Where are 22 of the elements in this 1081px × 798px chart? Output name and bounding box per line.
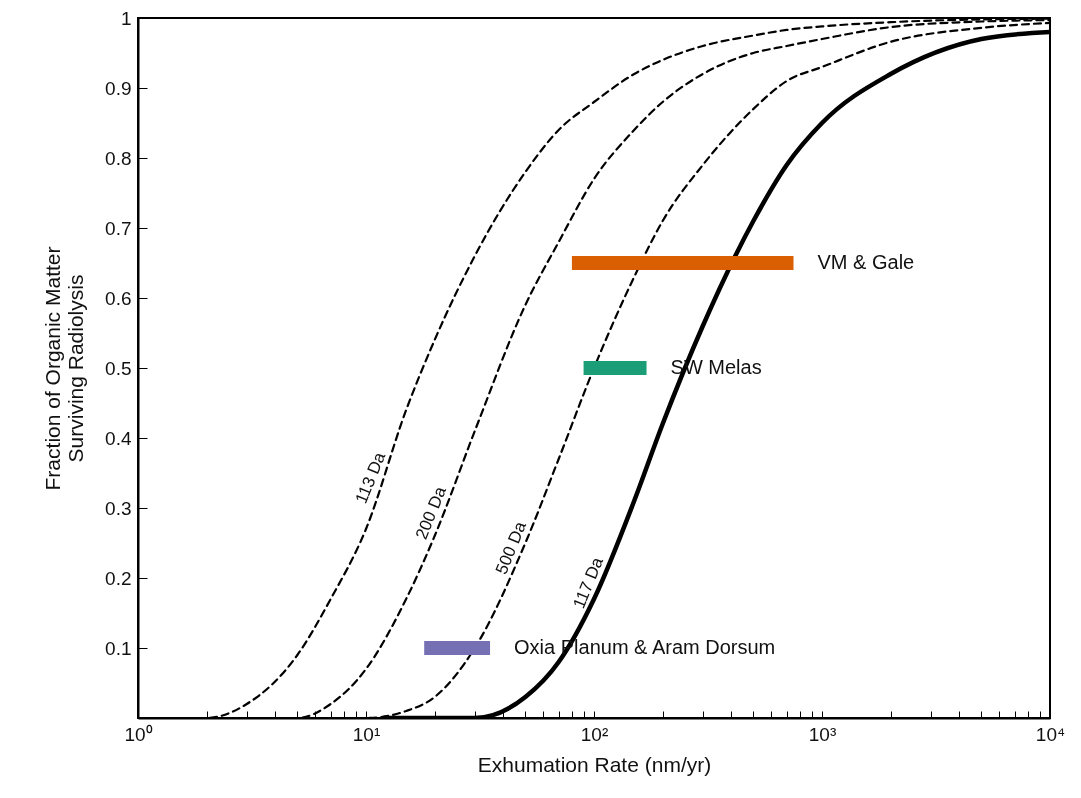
y-tick-label: 0.2 — [105, 567, 132, 589]
y-tick-label: 0.7 — [105, 217, 132, 239]
y-tick-label: 0.4 — [105, 427, 132, 449]
text: 113 Da — [351, 449, 390, 507]
x-tick-label: 10³ — [808, 723, 837, 745]
y-tick-label: 0.3 — [105, 497, 132, 519]
x-tick-label: 10⁴ — [1035, 723, 1066, 745]
text: 200 Da — [411, 483, 451, 542]
x-tick-label: 10⁰ — [124, 723, 153, 745]
y-tick-label: 0.1 — [105, 637, 132, 659]
x-tick-label: 10² — [580, 723, 609, 745]
y-tick-label: 0.5 — [105, 357, 132, 379]
y-tick-label: 0.6 — [105, 287, 132, 309]
x-tick-label: 10¹ — [352, 723, 381, 745]
y-axis-title: Fraction of Organic Matter Surviving Radiolysis — [41, 246, 88, 491]
y-tick-label: 0.9 — [105, 77, 132, 99]
x-axis-title: Exhumation Rate (nm/yr) — [477, 752, 712, 776]
text: 500 Da — [491, 518, 531, 577]
text: 117 Da — [569, 554, 608, 612]
series-label: VM & Gale — [817, 251, 915, 273]
y-tick-label: 1 — [120, 7, 132, 29]
y-tick-label: 0.8 — [105, 147, 132, 169]
